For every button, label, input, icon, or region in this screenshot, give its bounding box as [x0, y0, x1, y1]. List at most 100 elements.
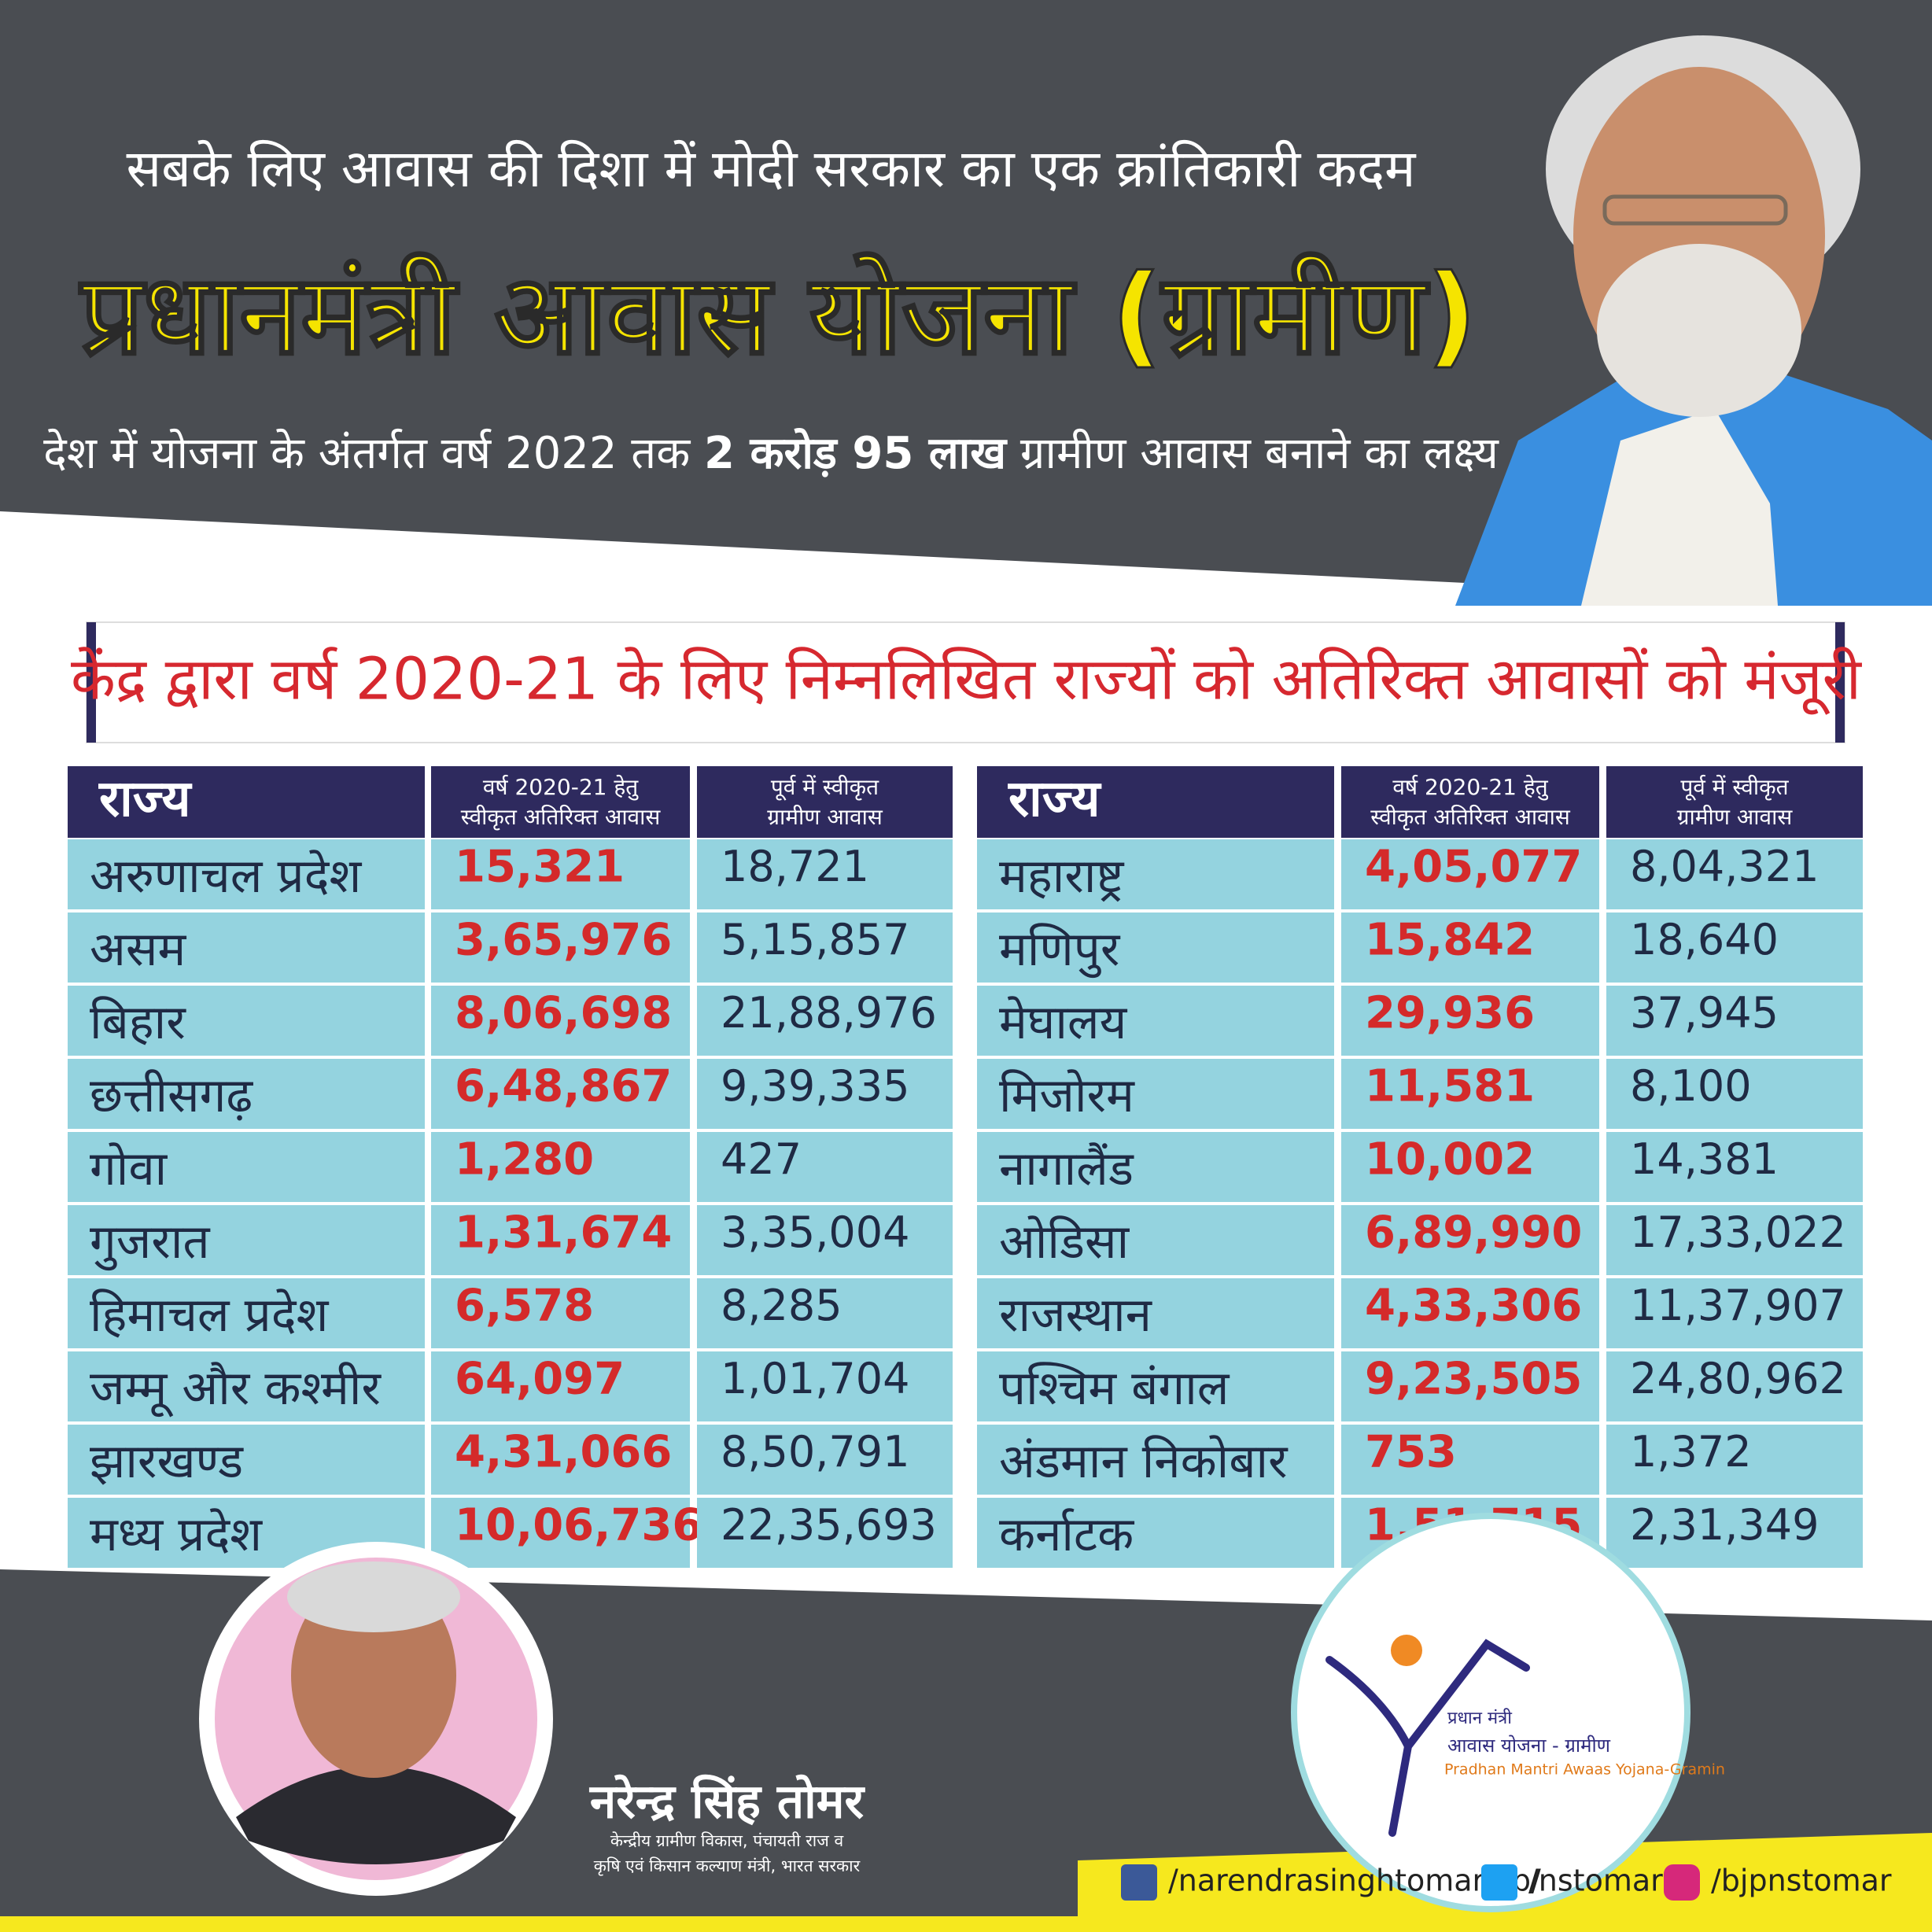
cell-value: 6,89,990 — [1365, 1208, 1582, 1259]
cell-value: 10,06,736 — [455, 1500, 702, 1551]
cell-value: 11,37,907 — [1630, 1281, 1846, 1330]
cell-value: 15,842 — [1365, 915, 1535, 966]
banner-box — [86, 621, 1845, 743]
state-name: ओडिसा — [999, 1215, 1130, 1270]
table-cell — [977, 1498, 1334, 1568]
table-cell — [977, 839, 1334, 909]
state-name: मध्य प्रदेश — [90, 1507, 263, 1562]
cell-value: 22,35,693 — [721, 1500, 937, 1550]
header-label: पूर्व में स्वीकृत — [1680, 774, 1789, 801]
table-cell — [697, 1205, 953, 1275]
minister-photo — [199, 1542, 553, 1896]
state-name: अंडमान निकोबार — [999, 1434, 1289, 1489]
social-handle[interactable]: /narendrasinghtomarbjp/ — [1168, 1864, 1541, 1898]
cell-value: 21,88,976 — [721, 988, 937, 1038]
table-cell — [977, 913, 1334, 983]
subtitle-text: देश में योजना के अंतर्गत वर्ष 2022 तक — [43, 428, 691, 479]
cell-value: 8,285 — [721, 1281, 842, 1330]
header-label: राज्य — [98, 770, 193, 828]
minister-role: कृषि एवं किसान कल्याण मंत्री, भारत सरकार — [594, 1856, 861, 1876]
table-cell — [697, 1132, 953, 1202]
cell-value: 14,381 — [1630, 1134, 1779, 1184]
table-cell — [1341, 1059, 1599, 1129]
table-cell — [68, 913, 425, 983]
social-handle[interactable]: /bjpnstomar — [1711, 1864, 1892, 1898]
cell-value: 1,280 — [455, 1134, 594, 1185]
header-cell — [1341, 766, 1599, 838]
table-cell — [1606, 986, 1863, 1056]
footer-strip — [0, 1916, 1932, 1932]
table-cell — [1606, 1425, 1863, 1495]
subtitle-text: ग्रामीण आवास बनाने का लक्ष्य — [1020, 428, 1500, 479]
cell-value: 8,100 — [1630, 1061, 1752, 1111]
cell-value: 1,372 — [1630, 1427, 1752, 1477]
cell-value: 64,097 — [455, 1354, 625, 1405]
table-cell — [697, 1059, 953, 1129]
header-label: ग्रामीण आवास — [1677, 804, 1794, 830]
table-cell — [697, 913, 953, 983]
table-cell — [68, 1278, 425, 1348]
state-name: जम्मू और कश्मीर — [90, 1361, 382, 1418]
table-cell — [431, 1278, 690, 1348]
cell-value: 10,002 — [1365, 1134, 1535, 1185]
cell-value: 18,640 — [1630, 915, 1779, 964]
facebook-icon — [1121, 1864, 1157, 1901]
cell-value: 4,33,306 — [1365, 1281, 1582, 1332]
tagline: सबके लिए आवास की दिशा में मोदी सरकार का … — [127, 138, 1417, 199]
table-cell — [697, 839, 953, 909]
table-cell — [1341, 986, 1599, 1056]
header-background — [0, 0, 1932, 606]
table-cell — [1606, 1132, 1863, 1202]
cell-value: 11,581 — [1365, 1061, 1535, 1112]
cell-value: 1,31,674 — [455, 1208, 672, 1259]
cell-value: 8,50,791 — [721, 1427, 909, 1477]
table-cell — [697, 986, 953, 1056]
state-name: मणिपुर — [999, 922, 1121, 979]
header-label: स्वीकृत अतिरिक्त आवास — [1370, 804, 1571, 831]
scheme-logo: प्रधान मंत्री आवास योजना - ग्रामीण Pradh… — [1291, 1513, 1725, 1912]
table-cell — [977, 986, 1334, 1056]
table-cell — [1606, 1498, 1863, 1568]
table-cell — [1341, 839, 1599, 909]
state-name: गोवा — [90, 1141, 168, 1196]
header-label: वर्ष 2020-21 हेतु — [483, 774, 639, 801]
cell-value: 9,23,505 — [1365, 1354, 1582, 1405]
cell-value: 9,39,335 — [721, 1061, 909, 1111]
table-cell — [1606, 1059, 1863, 1129]
table-cell — [1341, 1425, 1599, 1495]
table-cell — [431, 1498, 690, 1568]
table-cell — [1606, 913, 1863, 983]
table-cell — [68, 1425, 425, 1495]
cell-value: 4,31,066 — [455, 1427, 672, 1478]
portrait-photo — [1455, 35, 1932, 606]
table-cell — [697, 1498, 953, 1568]
table-cell — [431, 1059, 690, 1129]
table-cell — [68, 1059, 425, 1129]
cell-value: 6,48,867 — [455, 1061, 672, 1112]
table-cell — [431, 839, 690, 909]
table-cell — [68, 1351, 425, 1421]
table-cell — [977, 1351, 1334, 1421]
state-name: असम — [90, 922, 186, 977]
state-name: गुजरात — [90, 1215, 211, 1271]
main-title: प्रधानमंत्री आवास योजना (ग्रामीण) — [79, 252, 1477, 380]
cell-value: 5,15,857 — [721, 915, 909, 964]
table-cell — [431, 1132, 690, 1202]
state-name: छत्तीसगढ़ — [90, 1068, 253, 1123]
social-handle[interactable]: /nstomar — [1528, 1864, 1663, 1898]
table-cell — [1606, 1205, 1863, 1275]
table-cell — [431, 913, 690, 983]
header-cell — [1606, 766, 1863, 838]
state-name: बिहार — [90, 995, 186, 1050]
table-cell — [697, 1278, 953, 1348]
cell-value: 753 — [1365, 1427, 1457, 1478]
minister-role: केन्द्रीय ग्रामीण विकास, पंचायती राज व — [610, 1831, 844, 1850]
cell-value: 8,04,321 — [1630, 842, 1819, 891]
header-label: पूर्व में स्वीकृत — [771, 774, 879, 801]
table-cell — [1606, 1278, 1863, 1348]
header-cell — [697, 766, 953, 838]
cell-value: 6,578 — [455, 1281, 594, 1332]
header-cell — [68, 766, 425, 838]
header-cell — [431, 766, 690, 838]
state-name: पश्चिम बंगाल — [999, 1361, 1230, 1416]
